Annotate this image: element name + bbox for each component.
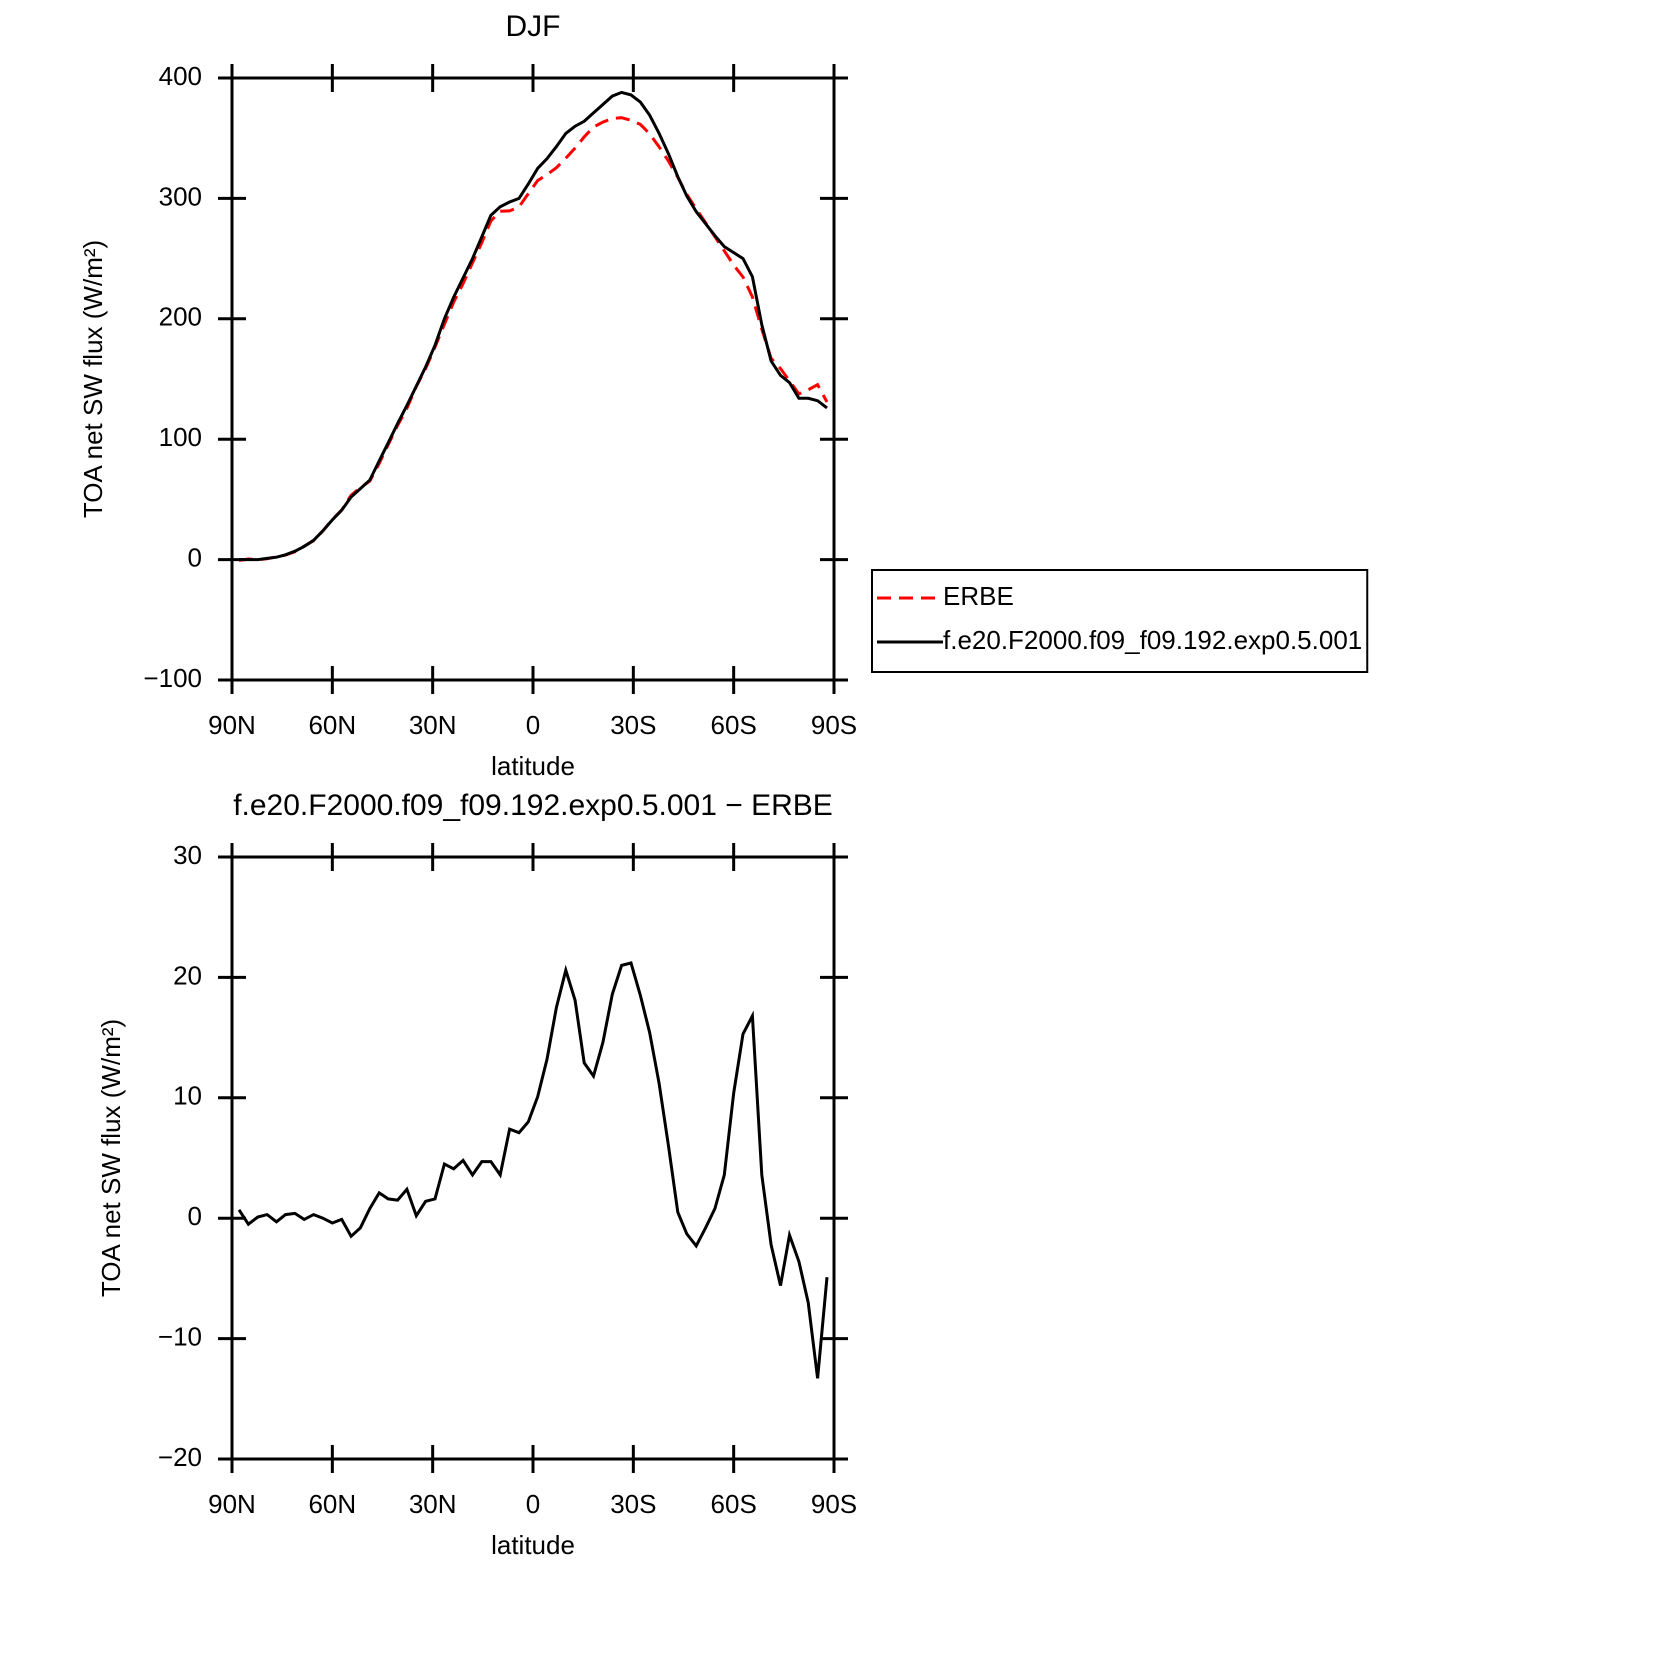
legend-label: ERBE	[943, 581, 1014, 611]
legend-frame	[871, 569, 1369, 673]
y-tick-label: 300	[159, 181, 202, 211]
series-line	[239, 90, 828, 562]
x-tick-label: 60S	[711, 1489, 757, 1519]
plot-frame	[230, 76, 836, 682]
plot-frame	[230, 855, 836, 1461]
x-tick-label: 90S	[811, 710, 857, 740]
x-tick-label: 30S	[610, 710, 656, 740]
legend-label: f.e20.F2000.f09_f09.192.exp0.5.001	[943, 625, 1362, 655]
chart-title: DJF	[506, 10, 561, 43]
y-tick-label: −100	[143, 663, 202, 693]
series-line	[238, 116, 829, 562]
y-tick-label: 200	[159, 302, 202, 332]
x-tick-label: 30N	[409, 1489, 457, 1519]
y-axis-label: TOA net SW flux (W/m²)	[78, 240, 108, 518]
y-tick-label: 20	[173, 960, 202, 990]
x-tick-label: 30N	[409, 710, 457, 740]
y-tick-label: 0	[188, 542, 202, 572]
y-axis-label: TOA net SW flux (W/m²)	[96, 1019, 126, 1297]
x-tick-label: 0	[526, 1489, 540, 1519]
x-tick-label: 60N	[308, 710, 356, 740]
y-tick-label: −20	[158, 1442, 202, 1472]
y-tick-label: 30	[173, 840, 202, 870]
x-tick-label: 90N	[208, 1489, 256, 1519]
x-tick-label: 90N	[208, 710, 256, 740]
y-tick-label: 10	[173, 1081, 202, 1111]
x-axis-label: latitude	[491, 751, 575, 781]
legend: ERBE f.e20.F2000.f09_f09.192.exp0.5.001	[871, 569, 1369, 673]
x-axis-label: latitude	[491, 1530, 575, 1560]
y-tick-label: 100	[159, 422, 202, 452]
y-tick-label: −10	[158, 1321, 202, 1351]
x-tick-label: 30S	[610, 1489, 656, 1519]
y-tick-label: 400	[159, 61, 202, 91]
x-tick-label: 90S	[811, 1489, 857, 1519]
chart-title: f.e20.F2000.f09_f09.192.exp0.5.001 − ERB…	[233, 789, 833, 822]
x-tick-label: 60S	[711, 710, 757, 740]
x-tick-label: 60N	[308, 1489, 356, 1519]
series-line	[237, 961, 829, 1379]
x-tick-label: 0	[526, 710, 540, 740]
y-tick-label: 0	[188, 1201, 202, 1231]
